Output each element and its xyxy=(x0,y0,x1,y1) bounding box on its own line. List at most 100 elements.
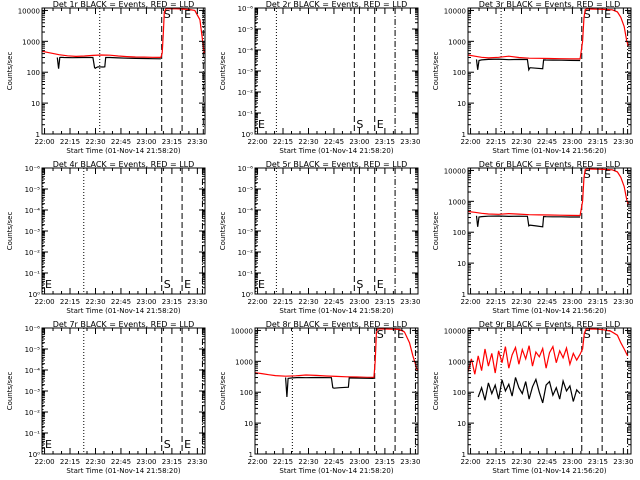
ytick-label: 100 xyxy=(453,229,466,237)
ytick-label: 10 xyxy=(244,420,253,428)
ytick-label: 10⁻³ xyxy=(25,228,41,236)
ytick-label: 1000 xyxy=(235,358,253,366)
panel-title: Det 3r BLACK = Events, RED = LLD xyxy=(479,0,621,9)
series-lld-line xyxy=(468,328,629,375)
ytick-label: 10000 xyxy=(444,327,466,335)
xtick-label: 23:30 xyxy=(613,138,633,146)
vline-label: S xyxy=(164,278,171,291)
xtick-label: 23:15 xyxy=(375,138,395,146)
ytick-label: 1 xyxy=(36,131,40,139)
ytick-label: 10⁻¹ xyxy=(25,270,41,278)
ytick-label: 10 xyxy=(31,100,40,108)
xtick-label: 23:30 xyxy=(613,298,633,306)
ytick-label: 10⁻⁵ xyxy=(238,186,254,194)
vline-label: E xyxy=(604,8,611,21)
xtick-label: 22:30 xyxy=(85,138,105,146)
xtick-label: 22:30 xyxy=(298,298,318,306)
ytick-label: 10⁻³ xyxy=(238,68,254,76)
xtick-label: 22:45 xyxy=(537,458,557,466)
xtick-label: 22:00 xyxy=(34,138,54,146)
series-events-line xyxy=(477,377,581,404)
ytick-label: 100 xyxy=(240,389,253,397)
axes-box xyxy=(254,327,419,455)
axes-box xyxy=(467,167,632,295)
xtick-label: 22:45 xyxy=(537,138,557,146)
xtick-label: 22:45 xyxy=(111,298,131,306)
ytick-label: 10⁻⁵ xyxy=(25,346,41,354)
x-axis-label: Start Time (01-Nov-14 21:58:20) xyxy=(279,467,393,475)
ytick-label: 10000 xyxy=(231,327,253,335)
xtick-label: 22:30 xyxy=(85,458,105,466)
ytick-label: 10⁻¹ xyxy=(25,430,41,438)
ytick-label: 10⁻² xyxy=(238,89,254,97)
ytick-label: 10 xyxy=(457,420,466,428)
axes-box xyxy=(254,167,419,295)
ytick-label: 10000 xyxy=(18,7,40,15)
axes-box xyxy=(41,327,206,455)
ytick-label: 10⁻⁴ xyxy=(238,47,254,55)
series-lld-line xyxy=(468,8,630,60)
ytick-label: 1 xyxy=(462,131,466,139)
xtick-label: 23:15 xyxy=(162,298,182,306)
series-lld-line xyxy=(255,328,418,379)
ytick-label: 10⁰ xyxy=(28,291,40,299)
xtick-label: 23:00 xyxy=(136,458,156,466)
xtick-label: 23:15 xyxy=(588,298,608,306)
vline-label: S xyxy=(164,438,171,451)
ytick-label: 10 xyxy=(457,100,466,108)
ytick-label: 1000 xyxy=(448,38,466,46)
xtick-label: 23:00 xyxy=(349,298,369,306)
ytick-label: 1000 xyxy=(448,358,466,366)
vline-label: S xyxy=(584,328,591,341)
y-axis-label: Counts/sec xyxy=(432,52,440,91)
xtick-label: 23:15 xyxy=(375,458,395,466)
xtick-label: 23:00 xyxy=(349,458,369,466)
xtick-label: 23:30 xyxy=(187,458,207,466)
ytick-label: 10⁻³ xyxy=(238,228,254,236)
ytick-label: 10⁰ xyxy=(241,131,253,139)
vline-label: S xyxy=(164,8,171,21)
xtick-label: 22:15 xyxy=(273,458,293,466)
vline-label: S xyxy=(377,328,384,341)
axes-box xyxy=(467,7,632,135)
xtick-label: 22:45 xyxy=(324,138,344,146)
ytick-label: 10⁻² xyxy=(238,249,254,257)
xtick-label: 22:45 xyxy=(324,458,344,466)
panel-title: Det 7r BLACK = Events, RED = LLD xyxy=(53,320,195,329)
panel-title: Det 9r BLACK = Events, RED = LLD xyxy=(479,320,621,329)
xtick-label: 22:30 xyxy=(511,458,531,466)
ytick-label: 10⁻⁴ xyxy=(238,207,254,215)
x-axis-label: Start Time (01-Nov-14 21:58:20) xyxy=(279,147,393,155)
vline-label: E xyxy=(45,438,52,451)
xtick-label: 23:30 xyxy=(400,298,420,306)
ytick-label: 1 xyxy=(462,451,466,459)
panel-title: Det 4r BLACK = Events, RED = LLD xyxy=(53,160,195,169)
xtick-label: 22:45 xyxy=(537,298,557,306)
axes-box xyxy=(41,7,206,135)
ytick-label: 10⁻³ xyxy=(25,388,41,396)
y-axis-label: Counts/sec xyxy=(219,212,227,251)
xtick-label: 23:15 xyxy=(588,458,608,466)
vline-label: E xyxy=(258,118,265,131)
ytick-label: 1000 xyxy=(448,198,466,206)
xtick-label: 23:00 xyxy=(136,138,156,146)
ytick-label: 10⁻⁶ xyxy=(25,325,41,333)
xtick-label: 22:15 xyxy=(486,138,506,146)
detector-panel: Det 5r BLACK = Events, RED = LLD E S E 10⁰ 10… xyxy=(219,160,420,315)
xtick-label: 22:15 xyxy=(60,458,80,466)
xtick-label: 23:15 xyxy=(588,138,608,146)
panel-title: Det 2r BLACK = Events, RED = LLD xyxy=(266,0,408,9)
vline-label: S xyxy=(584,168,591,181)
axes-box xyxy=(467,327,632,455)
ytick-label: 10⁻⁵ xyxy=(238,26,254,34)
axes-box xyxy=(254,7,419,135)
ytick-label: 10000 xyxy=(444,7,466,15)
